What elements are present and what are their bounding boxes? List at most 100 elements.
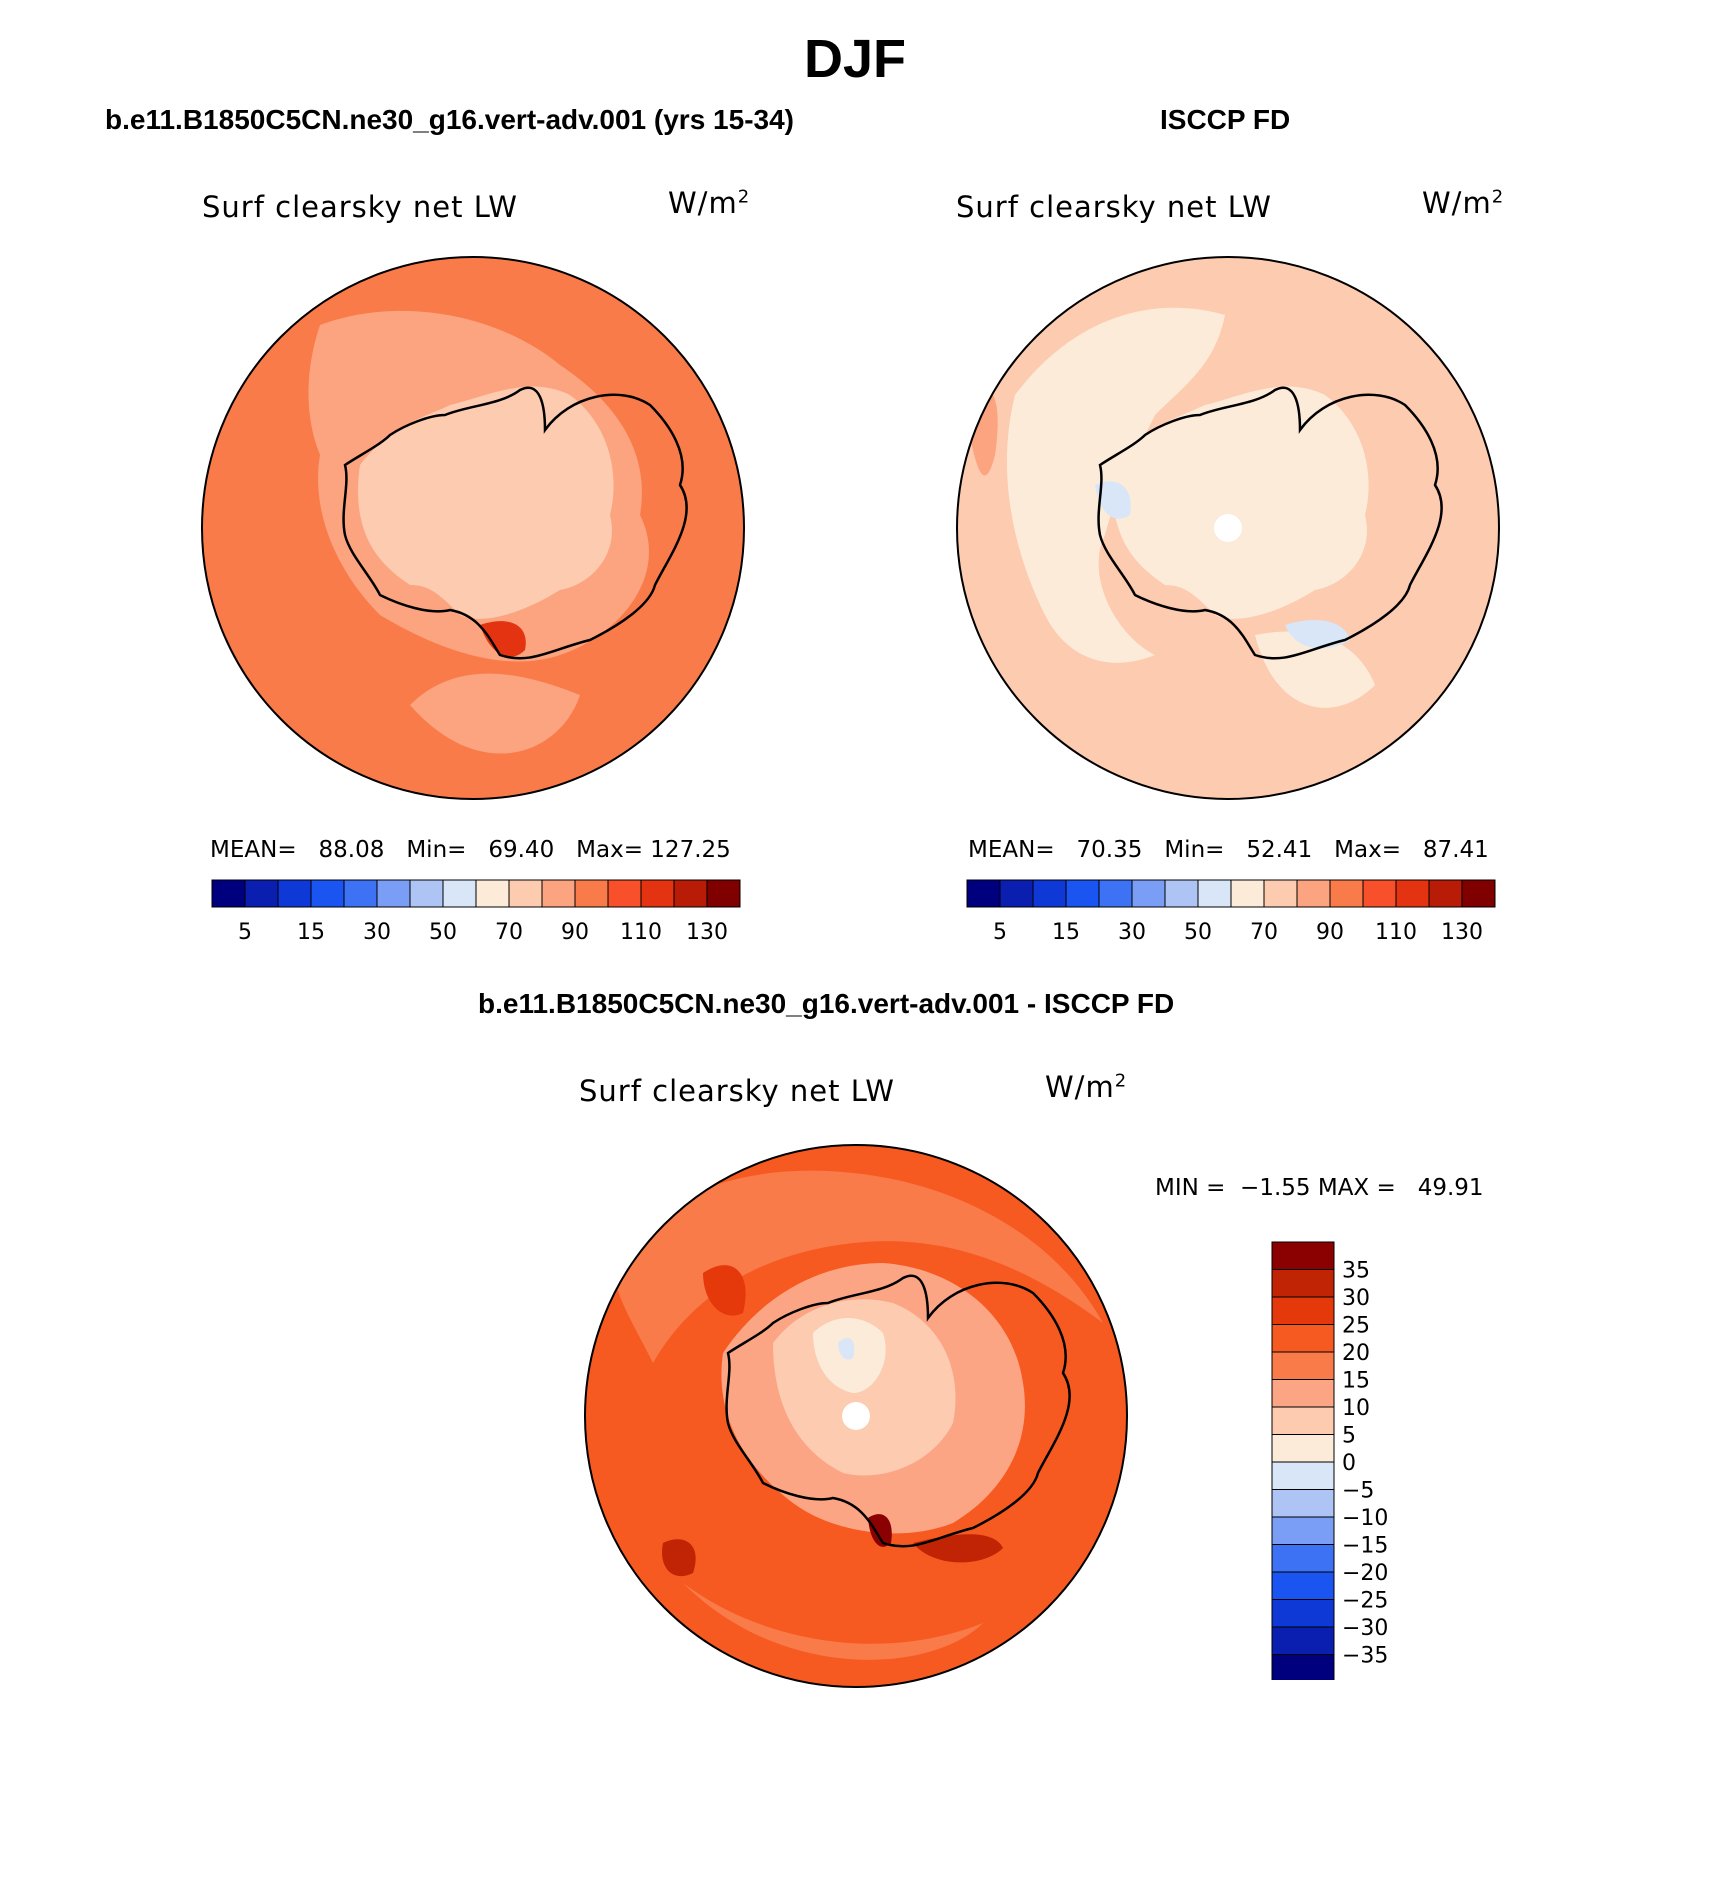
- map1-colorbar-swatch: [244, 879, 279, 908]
- map2-colorbar-tick-label: 130: [1441, 920, 1483, 945]
- map2-colorbar-tick-label: 5: [993, 920, 1007, 945]
- map1-colorbar-tick-label: 30: [363, 920, 391, 945]
- map1-colorbar-swatch: [409, 879, 444, 908]
- map1-colorbar-tick-label: 130: [686, 920, 728, 945]
- map3-colorbar-tick-label: 15: [1342, 1369, 1370, 1394]
- panel-diff-title: b.e11.B1850C5CN.ne30_g16.vert-adv.001 - …: [478, 988, 1175, 1019]
- map1-ocean-patch: [410, 673, 580, 754]
- map2-colorbar-swatch: [1296, 879, 1331, 908]
- map2-continent-interior: [1113, 386, 1369, 619]
- map1-polar-plot: [201, 256, 745, 800]
- map2-colorbar-swatch: [1395, 879, 1430, 908]
- map2-colorbar-swatch: [1197, 879, 1232, 908]
- map1-colorbar-swatch: [343, 879, 378, 908]
- map1-colorbar-swatch: [508, 879, 543, 908]
- map3-colorbar-swatch: [1271, 1434, 1335, 1463]
- map3-colorbar-tick-label: −5: [1342, 1479, 1374, 1504]
- map3-colorbar-tick-label: 30: [1342, 1286, 1370, 1311]
- map2-colorbar-swatch: [999, 879, 1034, 908]
- map3-colorbar-tick-label: −10: [1342, 1506, 1388, 1531]
- map1-colorbar-tick-label: 50: [429, 920, 457, 945]
- map3-colorbar-swatch: [1271, 1324, 1335, 1353]
- map2-colorbar-tick-label: 30: [1118, 920, 1146, 945]
- map1-colorbar-swatch: [277, 879, 312, 908]
- map3-colorbar-swatch: [1271, 1489, 1335, 1518]
- map3-colorbar-swatch: [1271, 1544, 1335, 1573]
- map2-colorbar-tick-label: 110: [1375, 920, 1417, 945]
- map3-colorbar-tick-label: 10: [1342, 1396, 1370, 1421]
- map3-colorbar-tick-label: 20: [1342, 1341, 1370, 1366]
- map2-colorbar-swatch: [1362, 879, 1397, 908]
- map3-colorbar-tick-label: −35: [1342, 1644, 1388, 1669]
- map3-colorbar-swatch: [1271, 1599, 1335, 1628]
- map1-colorbar-swatch: [376, 879, 411, 908]
- map1-colorbar-swatch: [640, 879, 675, 908]
- map2-variable-label: Surf clearsky net LW: [956, 190, 1272, 224]
- map3-colorbar-swatch: [1271, 1516, 1335, 1545]
- map3-hot-spot-ross: [868, 1514, 892, 1547]
- map3-colorbar-tick-label: 5: [1342, 1424, 1356, 1449]
- map2-colorbar-tick-label: 50: [1184, 920, 1212, 945]
- map3-colorbar-swatch: [1271, 1296, 1335, 1325]
- map3-hot-patch-ocean: [662, 1539, 696, 1577]
- map3-stats: MIN = −1.55 MAX = 49.91: [1155, 1175, 1484, 1201]
- map2-coastline: [1097, 386, 1443, 660]
- map2-warm-patch-south: [1255, 631, 1375, 708]
- map3-colorbar-swatch: [1271, 1571, 1335, 1600]
- map1-units-label: W/m2: [668, 186, 751, 220]
- map3-colorbar-tick-label: −20: [1342, 1561, 1388, 1586]
- map2-colorbar-tick-label: 70: [1250, 920, 1278, 945]
- map3-colorbar-swatch: [1271, 1269, 1335, 1298]
- map3-units-label: W/m2: [1045, 1070, 1128, 1104]
- map3-polar-plot: [584, 1144, 1128, 1688]
- map2-colorbar-tick-label: 90: [1316, 920, 1344, 945]
- map1-colorbar-swatch: [442, 879, 477, 908]
- map1-continent-interior: [358, 386, 614, 619]
- map3-outer-ring-north: [613, 1170, 1103, 1363]
- map3-hot-patch-west: [703, 1265, 746, 1316]
- panel-right-title: ISCCP FD: [1160, 104, 1291, 135]
- map3-colorbar-swatch: [1271, 1461, 1335, 1490]
- map3-colorbar-tick-label: 25: [1342, 1314, 1370, 1339]
- map2-colorbar-swatch: [1461, 879, 1496, 908]
- map3-colorbar-tick-label: −15: [1342, 1534, 1388, 1559]
- map2-cool-patch-west: [1095, 481, 1131, 519]
- map1-colorbar-swatch: [475, 879, 510, 908]
- map3-colorbar-tick-label: 35: [1342, 1259, 1370, 1284]
- map1-coastline: [342, 386, 688, 660]
- map3-colorbar-swatch: [1271, 1626, 1335, 1655]
- map3-colorbar-swatch: [1271, 1379, 1335, 1408]
- map3-colorbar-swatch: [1271, 1241, 1335, 1270]
- map3-colorbar-swatch: [1271, 1351, 1335, 1380]
- map1-colorbar-swatch: [574, 879, 609, 908]
- map2-boundary: [956, 256, 1500, 800]
- map2-colorbar-swatch: [1230, 879, 1265, 908]
- map1-colorbar-swatch: [607, 879, 642, 908]
- map1-colorbar-swatch: [211, 879, 246, 908]
- map1-warm-spot: [480, 621, 526, 657]
- map1-colorbar-tick-label: 70: [495, 920, 523, 945]
- map1-colorbar-swatch: [706, 879, 741, 908]
- map3-outer-ring-south: [683, 1583, 983, 1660]
- map3-coastline: [725, 1274, 1071, 1548]
- map2-units-label: W/m2: [1422, 186, 1505, 220]
- map2-colorbar-tick-label: 15: [1052, 920, 1080, 945]
- map2-polar-plot: [956, 256, 1500, 800]
- map2-colorbar: 5 15 30 50 70 90 110 130: [966, 879, 1496, 945]
- map1-boundary: [201, 256, 745, 800]
- map3-cool-spot: [838, 1338, 855, 1360]
- map2-stats: MEAN= 70.35 Min= 52.41 Max= 87.41: [968, 837, 1489, 863]
- map3-colorbar-tick-label: 0: [1342, 1451, 1356, 1476]
- map3-colorbar-tick-label: −25: [1342, 1589, 1388, 1614]
- map1-colorbar: 5 15 30 50 70 90 110 130: [211, 879, 741, 945]
- map1-colorbar-tick-label: 5: [238, 920, 252, 945]
- map3-colorbar-swatch: [1271, 1654, 1335, 1680]
- map1-colorbar-swatch: [310, 879, 345, 908]
- map2-pole-missing-data: [1214, 514, 1242, 542]
- map1-colorbar-tick-label: 90: [561, 920, 589, 945]
- map2-colorbar-swatch: [1098, 879, 1133, 908]
- map2-colorbar-swatch: [1065, 879, 1100, 908]
- map1-colorbar-swatch: [541, 879, 576, 908]
- map2-colorbar-swatch: [1131, 879, 1166, 908]
